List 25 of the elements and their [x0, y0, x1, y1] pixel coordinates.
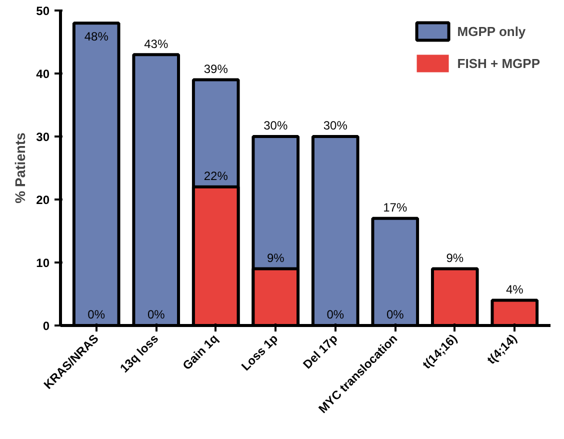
data-label: 30% — [264, 118, 288, 133]
legend-label: MGPP only — [457, 24, 526, 38]
legend-label: FISH + MGPP — [457, 56, 540, 70]
y-tick-label: 20 — [36, 193, 50, 207]
data-label: 43% — [144, 36, 168, 51]
y-tick-label: 30 — [36, 130, 50, 144]
data-label: 9% — [446, 251, 464, 266]
data-label: 0% — [147, 308, 166, 322]
y-tick-label: 50 — [36, 4, 50, 18]
y-tick-label: 0 — [42, 319, 50, 333]
x-tick-label: 13q loss — [117, 331, 162, 376]
data-label: 9% — [266, 251, 285, 266]
data-label: 0% — [386, 308, 404, 322]
data-label: 0% — [88, 308, 106, 322]
data-label: 22% — [204, 169, 228, 184]
data-label: 48% — [84, 29, 109, 44]
data-label: 39% — [204, 62, 228, 76]
y-tick-label: 10 — [36, 256, 50, 270]
data-label: 17% — [383, 200, 408, 215]
data-label: 30% — [323, 118, 348, 133]
data-label: 4% — [506, 282, 524, 297]
x-tick-label: Del 17p — [300, 332, 340, 372]
y-axis-title: % Patients — [12, 132, 28, 204]
data-label: 0% — [326, 308, 344, 322]
y-tick-label: 40 — [36, 67, 50, 81]
